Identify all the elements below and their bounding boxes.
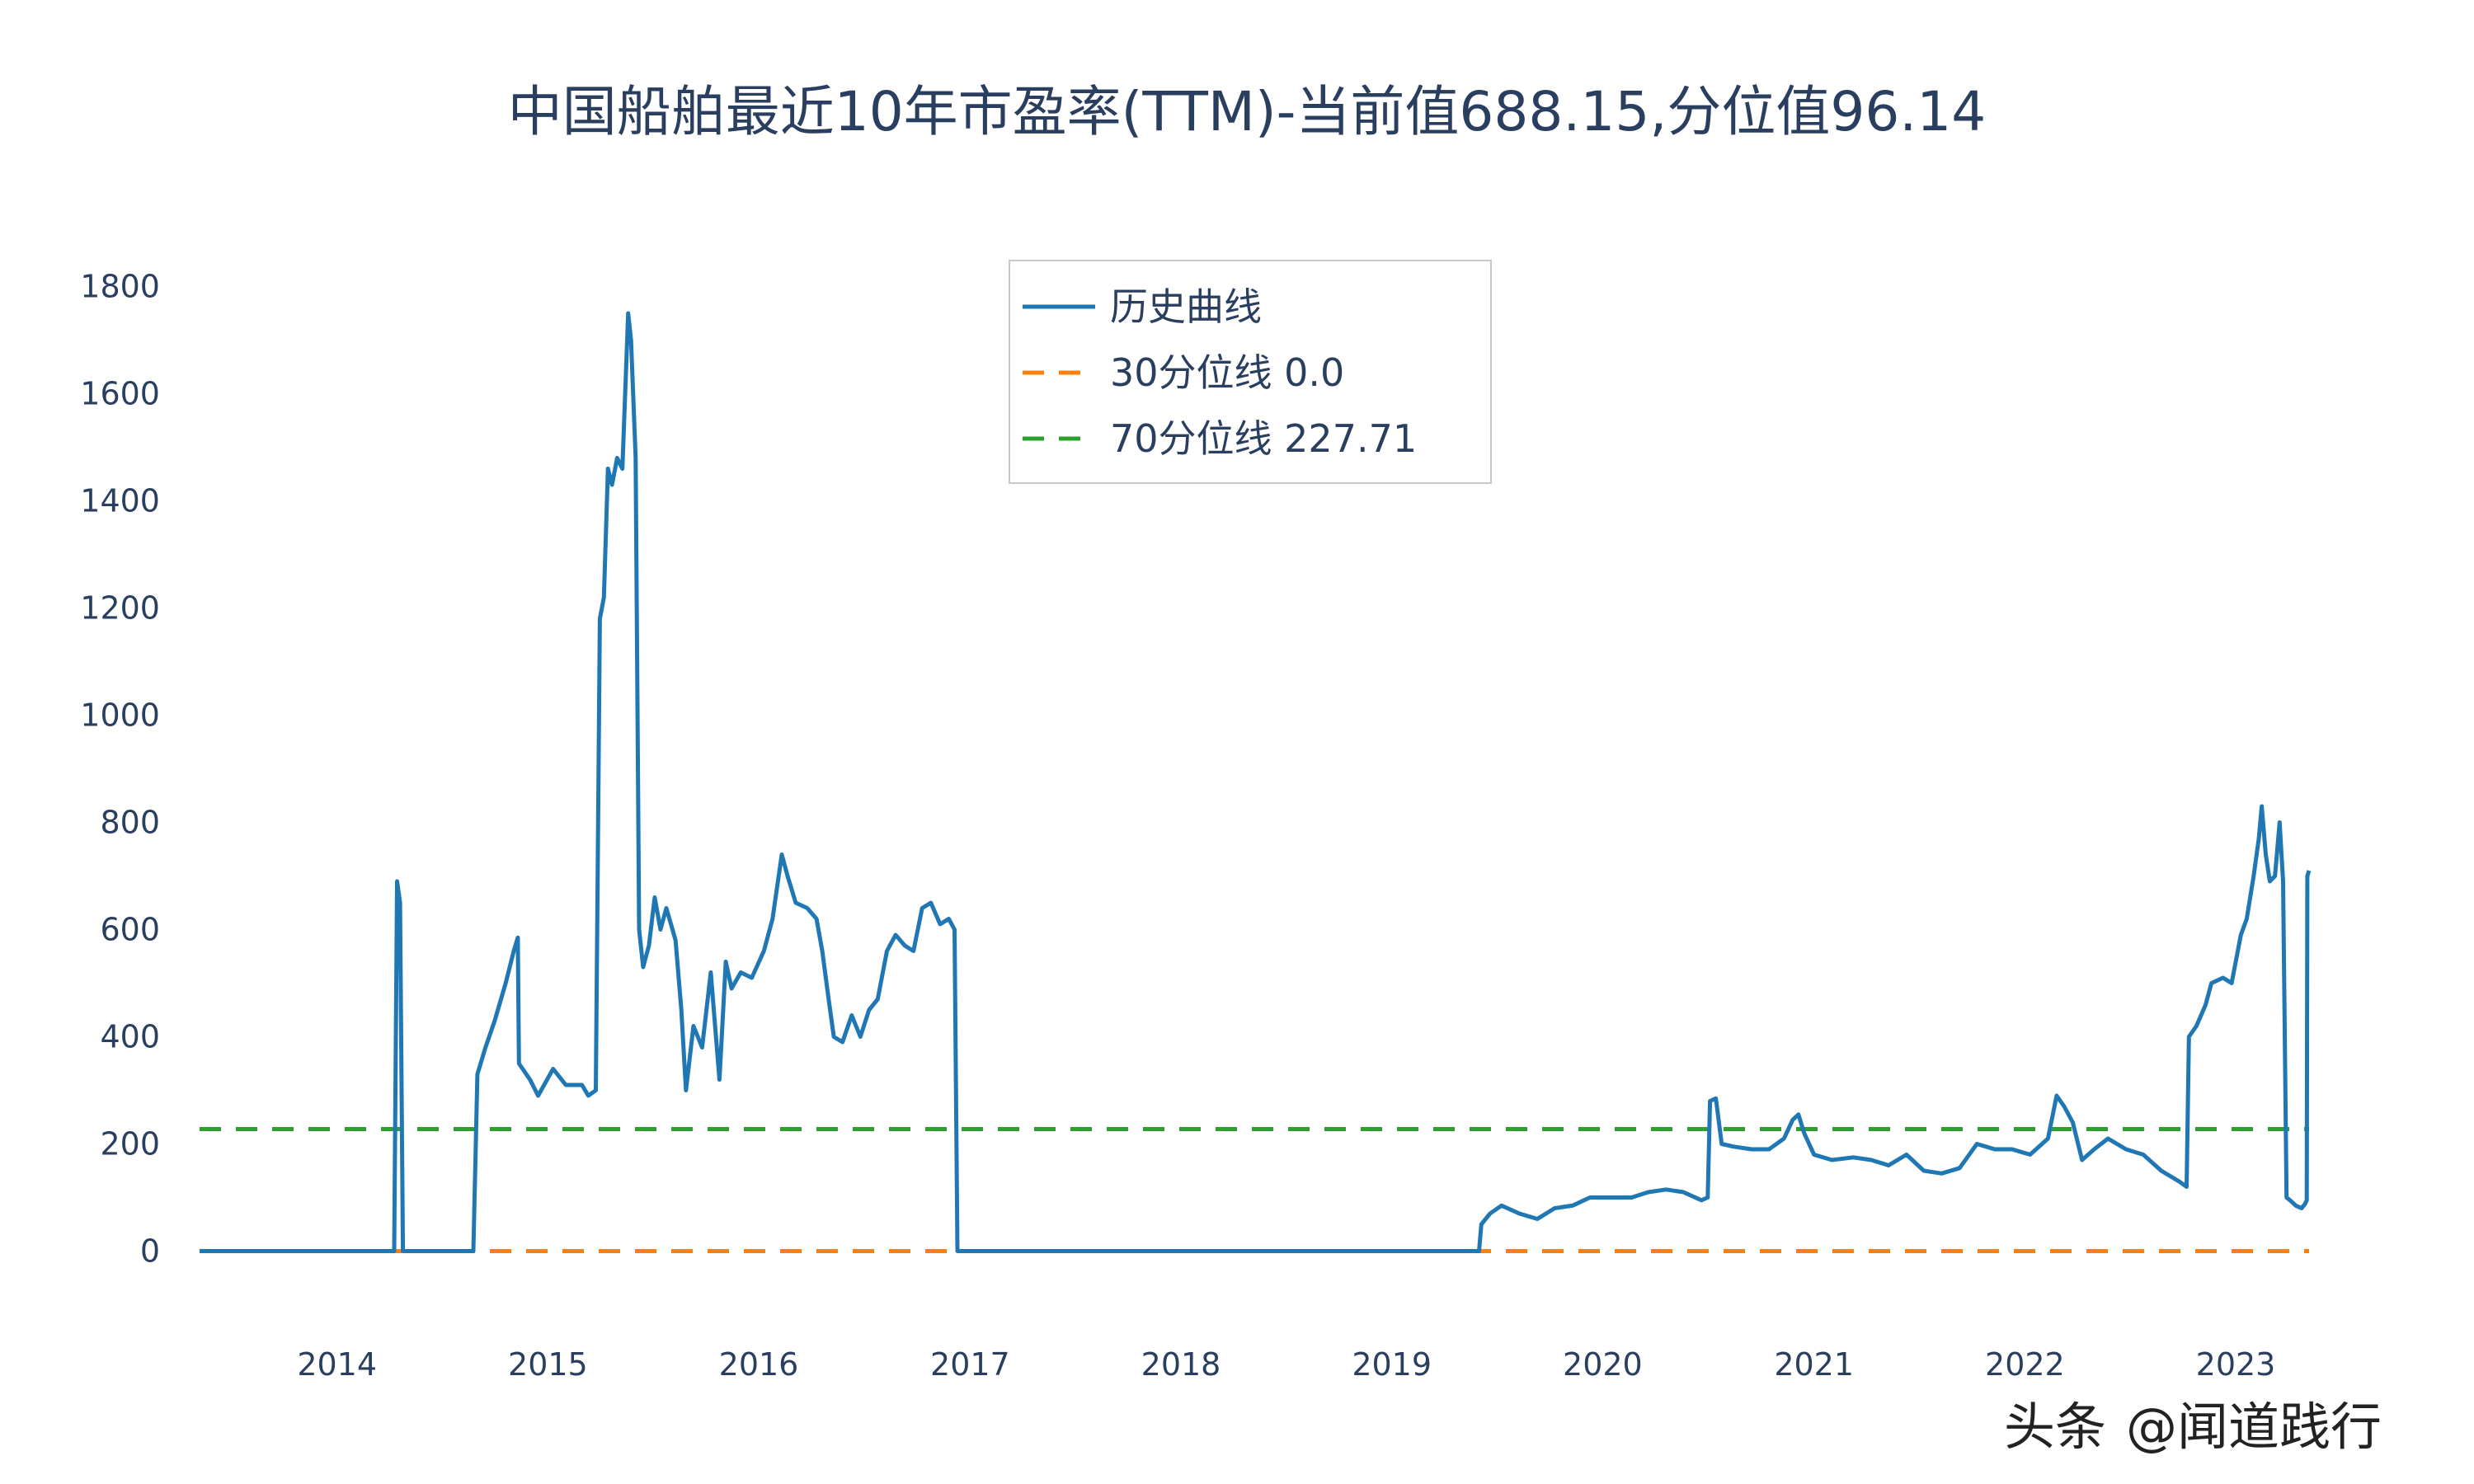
y-axis-ticks: 0 200 400 600 800 1000 1200 1400 1600 1800 xyxy=(80,269,160,1270)
x-tick-label-2020: 2020 xyxy=(1563,1346,1643,1383)
x-tick-label-2019: 2019 xyxy=(1352,1346,1432,1383)
y-tick-label-1200: 1200 xyxy=(80,590,160,627)
series-layer xyxy=(200,311,2312,1253)
y-tick-label-200: 200 xyxy=(100,1126,160,1162)
y-tick-label-400: 400 xyxy=(100,1019,160,1055)
x-axis-ticks: 2014 2015 2016 2017 2018 2019 2020 2021 2022 2023 xyxy=(297,1346,2275,1383)
watermark: 头条 @闻道践行 xyxy=(2004,1397,2382,1457)
legend-item-history[interactable]: 历史曲线 xyxy=(1023,284,1262,329)
y-tick-label-1800: 1800 xyxy=(80,269,160,305)
y-tick-label-1600: 1600 xyxy=(80,376,160,412)
legend-box xyxy=(1009,260,1492,484)
legend-label-history: 历史曲线 xyxy=(1110,284,1262,329)
y-tick-label-0: 0 xyxy=(140,1233,160,1270)
y-tick-label-600: 600 xyxy=(100,912,160,948)
x-tick-label-2023: 2023 xyxy=(2196,1346,2276,1383)
x-tick-label-2017: 2017 xyxy=(930,1346,1010,1383)
chart-title: 中国船舶最近10年市盈率(TTM)-当前值688.15,分位值96.14 xyxy=(508,80,1987,143)
x-tick-label-2022: 2022 xyxy=(1985,1346,2065,1383)
legend-item-p70[interactable]: 70分位线 227.71 xyxy=(1023,416,1417,461)
watermark-brand: 头条 xyxy=(2004,1397,2106,1457)
legend-item-p30[interactable]: 30分位线 0.0 xyxy=(1023,350,1344,395)
series-line-history xyxy=(200,311,2312,1253)
x-tick-label-2015: 2015 xyxy=(508,1346,588,1383)
legend-label-p70: 70分位线 227.71 xyxy=(1110,416,1417,461)
x-tick-label-2014: 2014 xyxy=(297,1346,377,1383)
watermark-handle: @闻道践行 xyxy=(2126,1397,2382,1457)
legend-label-p30: 30分位线 0.0 xyxy=(1110,350,1344,395)
legend[interactable]: 历史曲线 30分位线 0.0 70分位线 227.71 xyxy=(1009,260,1492,484)
x-tick-label-2018: 2018 xyxy=(1141,1346,1221,1383)
y-tick-label-1400: 1400 xyxy=(80,483,160,519)
y-tick-label-800: 800 xyxy=(100,805,160,841)
x-tick-label-2016: 2016 xyxy=(719,1346,799,1383)
x-tick-label-2021: 2021 xyxy=(1774,1346,1854,1383)
y-tick-label-1000: 1000 xyxy=(80,697,160,734)
